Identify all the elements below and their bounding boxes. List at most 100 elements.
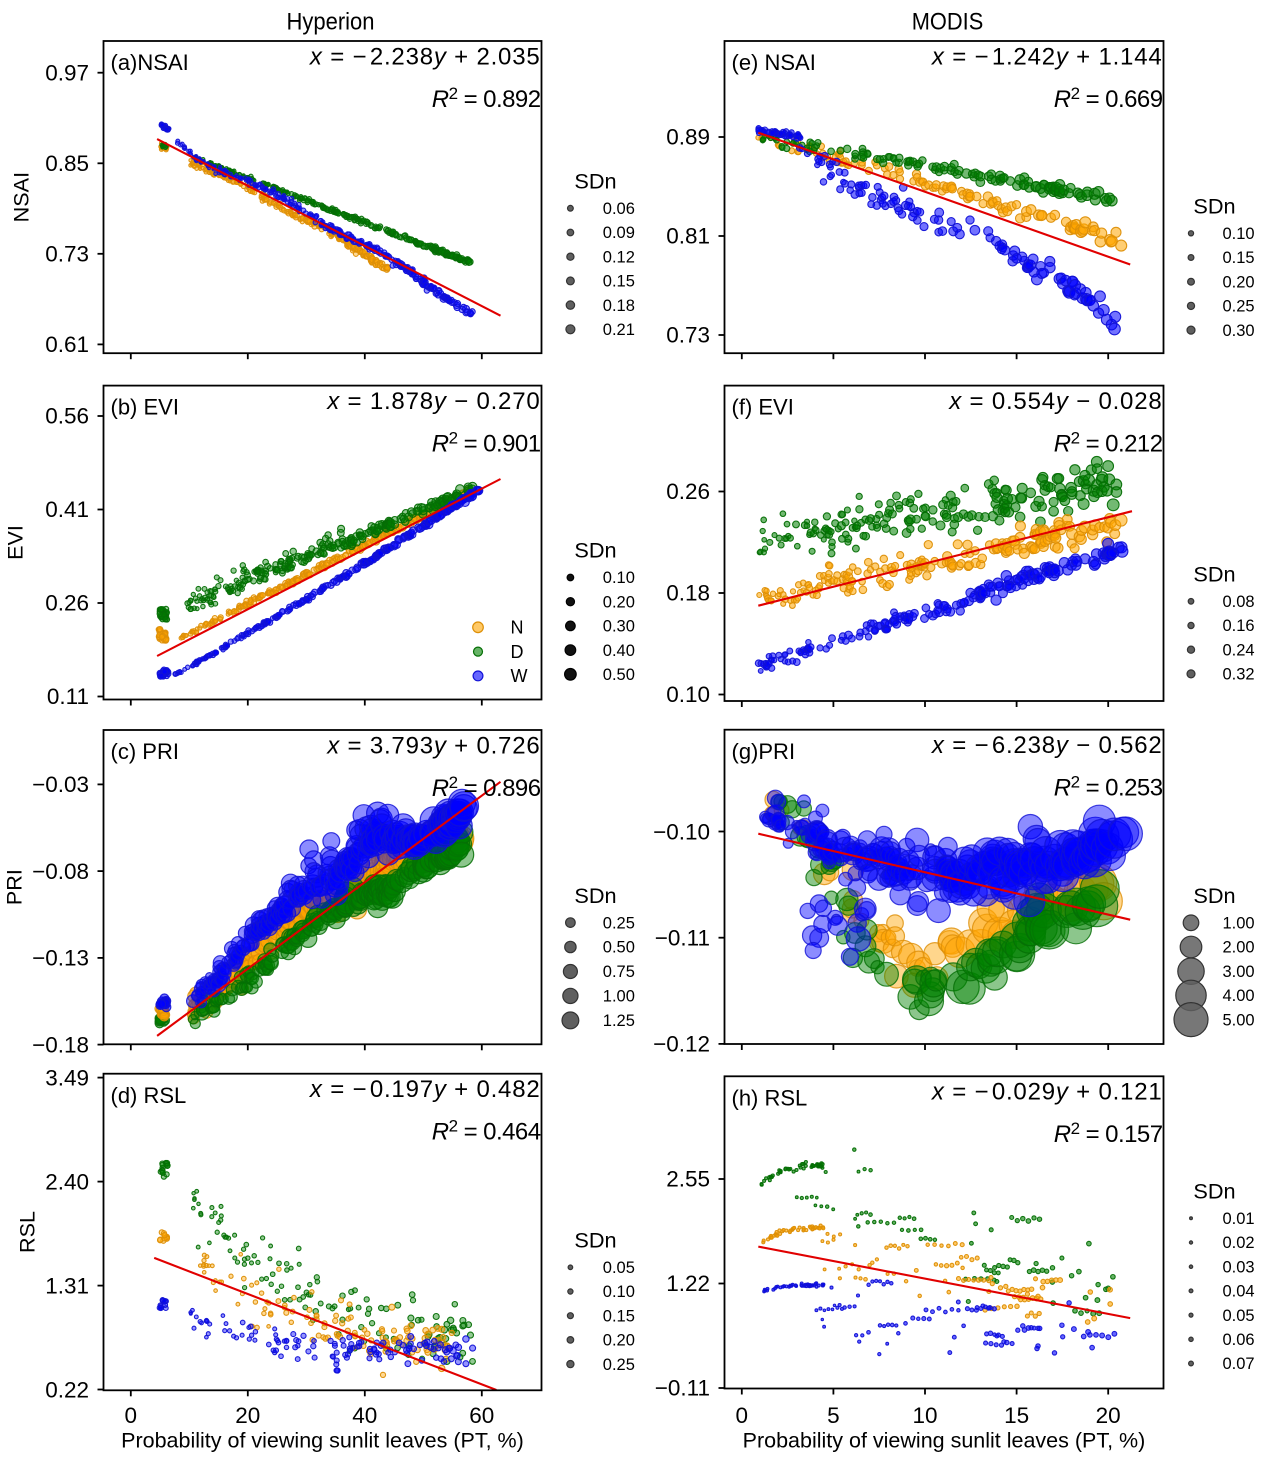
svg-text:−0.03: −0.03 [32, 772, 89, 797]
svg-text:0.24: 0.24 [1223, 641, 1255, 659]
svg-text:0.05: 0.05 [1223, 1307, 1255, 1325]
svg-text:−0.13: −0.13 [32, 946, 89, 971]
svg-text:0.15: 0.15 [603, 273, 635, 291]
svg-text:0.32: 0.32 [1223, 666, 1255, 684]
svg-text:−0.10: −0.10 [653, 819, 710, 844]
svg-text:1.22: 1.22 [666, 1271, 710, 1296]
svg-text:20: 20 [1096, 1403, 1121, 1428]
svg-text:(c) PRI: (c) PRI [111, 739, 179, 764]
svg-text:x = 0.554y − 0.028: x = 0.554y − 0.028 [948, 388, 1162, 415]
svg-text:x = 1.878y − 0.270: x = 1.878y − 0.270 [326, 388, 540, 415]
svg-text:0.04: 0.04 [1223, 1283, 1255, 1301]
svg-text:0: 0 [125, 1403, 138, 1428]
svg-text:R2 = 0.157: R2 = 0.157 [1054, 1119, 1163, 1148]
svg-text:0.12: 0.12 [603, 248, 635, 266]
svg-text:SDn: SDn [1193, 194, 1235, 219]
svg-text:0.03: 0.03 [1223, 1258, 1255, 1276]
svg-text:Probability of viewing sunlit: Probability of viewing sunlit leaves (PT… [121, 1428, 524, 1452]
svg-text:(e) NSAI: (e) NSAI [732, 50, 816, 75]
svg-text:0.10: 0.10 [666, 682, 710, 707]
svg-text:0.10: 0.10 [1223, 225, 1255, 243]
svg-text:0.61: 0.61 [45, 332, 89, 357]
svg-text:EVI: EVI [2, 525, 27, 560]
svg-text:20: 20 [235, 1403, 260, 1428]
svg-text:1.00: 1.00 [603, 988, 635, 1006]
svg-text:0.18: 0.18 [603, 297, 635, 315]
svg-text:0.85: 0.85 [45, 151, 89, 176]
svg-text:R2 = 0.896: R2 = 0.896 [432, 773, 541, 802]
svg-text:0.07: 0.07 [1223, 1355, 1255, 1373]
svg-text:(f) EVI: (f) EVI [732, 395, 794, 420]
svg-text:2.55: 2.55 [666, 1167, 710, 1192]
svg-text:0.89: 0.89 [666, 125, 710, 150]
svg-text:0.26: 0.26 [45, 591, 89, 616]
svg-text:0.75: 0.75 [603, 963, 635, 981]
svg-text:0.10: 0.10 [603, 1283, 635, 1301]
svg-text:SDn: SDn [574, 169, 616, 194]
svg-text:0.15: 0.15 [603, 1307, 635, 1325]
svg-text:3.00: 3.00 [1223, 963, 1255, 981]
svg-text:W: W [511, 666, 528, 686]
svg-text:0.11: 0.11 [47, 684, 89, 709]
svg-text:0.06: 0.06 [1223, 1331, 1255, 1349]
svg-text:MODIS: MODIS [912, 8, 984, 35]
svg-text:0.10: 0.10 [603, 569, 635, 587]
svg-text:−0.12: −0.12 [653, 1032, 710, 1057]
svg-text:SDn: SDn [1193, 562, 1235, 587]
svg-text:0.09: 0.09 [603, 224, 635, 242]
svg-text:(a)NSAI: (a)NSAI [111, 50, 189, 75]
svg-text:R2 = 0.892: R2 = 0.892 [432, 84, 541, 113]
svg-text:R2 = 0.464: R2 = 0.464 [432, 1117, 541, 1146]
svg-text:SDn: SDn [574, 1228, 616, 1253]
svg-text:x = 3.793y + 0.726: x = 3.793y + 0.726 [326, 732, 540, 759]
svg-text:R2 = 0.669: R2 = 0.669 [1054, 84, 1163, 113]
svg-text:x = −0.197y + 0.482: x = −0.197y + 0.482 [309, 1076, 541, 1103]
svg-text:0.25: 0.25 [603, 914, 635, 932]
svg-text:0.15: 0.15 [1223, 249, 1255, 267]
svg-text:−0.11: −0.11 [655, 926, 710, 951]
svg-text:0.20: 0.20 [603, 593, 635, 611]
svg-text:SDn: SDn [574, 883, 616, 908]
svg-text:SDn: SDn [1193, 1179, 1235, 1204]
svg-text:0.56: 0.56 [45, 404, 89, 429]
svg-text:(b) EVI: (b) EVI [111, 395, 179, 420]
svg-text:0.20: 0.20 [1223, 273, 1255, 291]
svg-text:Probability of viewing sunlit: Probability of viewing sunlit leaves (PT… [743, 1428, 1146, 1452]
svg-text:SDn: SDn [574, 538, 616, 563]
svg-text:R2 = 0.253: R2 = 0.253 [1054, 773, 1163, 802]
svg-text:0.21: 0.21 [603, 321, 635, 339]
svg-text:5.00: 5.00 [1223, 1011, 1255, 1029]
svg-text:(g)PRI: (g)PRI [732, 739, 796, 764]
svg-text:0: 0 [736, 1403, 749, 1428]
svg-text:40: 40 [352, 1403, 377, 1428]
svg-text:0.30: 0.30 [1223, 322, 1255, 340]
svg-text:0.16: 0.16 [1223, 617, 1255, 635]
svg-text:0.73: 0.73 [45, 242, 89, 267]
svg-text:0.81: 0.81 [666, 224, 710, 249]
svg-text:R2 = 0.901: R2 = 0.901 [432, 428, 541, 457]
svg-text:0.01: 0.01 [1223, 1210, 1255, 1228]
svg-text:R2 = 0.212: R2 = 0.212 [1054, 428, 1163, 457]
svg-text:N: N [511, 618, 524, 638]
svg-text:NSAI: NSAI [8, 172, 33, 222]
svg-text:2.40: 2.40 [45, 1169, 89, 1194]
svg-text:0.18: 0.18 [666, 581, 710, 606]
svg-text:0.05: 0.05 [603, 1259, 635, 1277]
svg-text:RSL: RSL [14, 1211, 39, 1253]
svg-text:0.25: 0.25 [603, 1356, 635, 1374]
svg-text:10: 10 [912, 1403, 937, 1428]
svg-text:0.26: 0.26 [666, 479, 710, 504]
svg-text:0.30: 0.30 [603, 618, 635, 636]
svg-text:4.00: 4.00 [1223, 987, 1255, 1005]
svg-text:x = −0.029y + 0.121: x = −0.029y + 0.121 [931, 1079, 1163, 1106]
svg-text:2.00: 2.00 [1223, 939, 1255, 957]
svg-text:0.25: 0.25 [1223, 298, 1255, 316]
svg-text:0.02: 0.02 [1223, 1234, 1255, 1252]
svg-text:x = −2.238y + 2.035: x = −2.238y + 2.035 [309, 43, 541, 70]
svg-text:15: 15 [1004, 1403, 1029, 1428]
svg-text:x = −1.242y + 1.144: x = −1.242y + 1.144 [931, 43, 1163, 70]
svg-text:(h) RSL: (h) RSL [732, 1085, 808, 1110]
svg-text:−0.18: −0.18 [32, 1032, 89, 1057]
svg-text:0.08: 0.08 [1223, 593, 1255, 611]
svg-text:3.49: 3.49 [45, 1065, 89, 1090]
